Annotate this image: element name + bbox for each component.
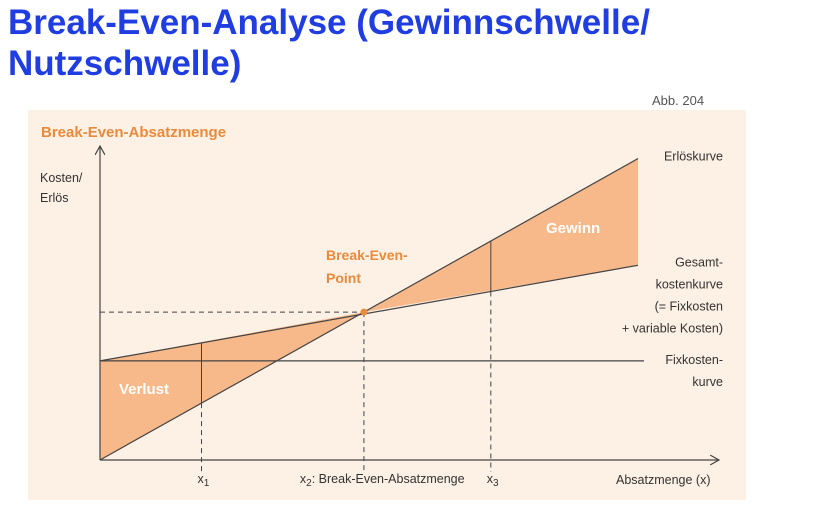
x-tick-label: x1 xyxy=(198,472,210,489)
break-even-label-line1: Break-Even- xyxy=(326,247,408,263)
x-tick-label: x3 xyxy=(487,472,499,489)
y-axis-label-line1: Kosten/ xyxy=(40,171,83,185)
profit-label: Gewinn xyxy=(546,220,600,237)
series-label-fixed-cost: kurve xyxy=(692,375,723,389)
y-axis-label-line2: Erlös xyxy=(40,191,68,205)
x-axis-label: Absatzmenge (x) xyxy=(616,473,710,487)
chart-title: Break-Even-Absatzmenge xyxy=(41,124,226,141)
chart-panel: Erlöskurve Gesamt-kostenkurve (= Fixkosten… xyxy=(28,110,746,500)
loss-label: Verlust xyxy=(119,381,169,398)
series-label-total-cost: (= Fixkosten xyxy=(655,299,723,313)
x-tick-label: x2: Break-Even-Absatzmenge xyxy=(300,472,465,489)
page-title: Break-Even-Analyse (Gewinnschwelle/ Nutz… xyxy=(8,3,650,83)
break-even-point-marker xyxy=(360,308,368,316)
figure-reference: Abb. 204 xyxy=(652,93,705,108)
revenue-line xyxy=(99,158,639,461)
break-even-label-line2: Point xyxy=(326,270,361,286)
total-cost-line xyxy=(99,264,639,362)
series-label-revenue: Erlöskurve xyxy=(664,150,723,164)
series-label-total-cost: + variable Kosten) xyxy=(622,321,723,335)
series-label-total-cost: kostenkurve xyxy=(656,277,723,291)
series-label-fixed-cost: Fixkosten- xyxy=(665,353,723,367)
series-label-total-cost: Gesamt- xyxy=(675,255,723,269)
